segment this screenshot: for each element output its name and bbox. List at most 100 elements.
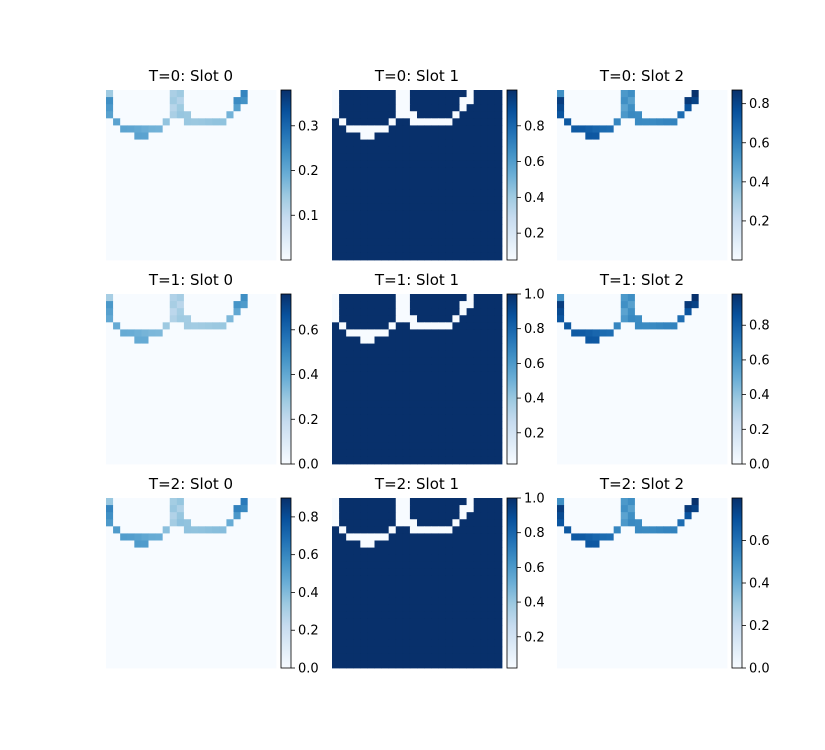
heatmap-cell bbox=[332, 456, 340, 465]
heatmap-cell bbox=[395, 160, 404, 169]
heatmap-cell bbox=[339, 322, 347, 330]
heatmap-cell bbox=[261, 632, 270, 641]
heatmap-cell bbox=[445, 575, 453, 584]
heatmap-cell bbox=[670, 449, 678, 458]
heatmap-cell bbox=[346, 118, 354, 126]
heatmap-cell bbox=[254, 653, 263, 662]
heatmap-cell bbox=[212, 393, 220, 401]
heatmap-cell bbox=[360, 322, 368, 330]
heatmap-cell bbox=[438, 456, 446, 465]
heatmap-cell bbox=[367, 547, 375, 556]
heatmap-cell bbox=[466, 139, 475, 148]
heatmap-cell bbox=[374, 646, 382, 655]
heatmap-cell bbox=[169, 196, 178, 204]
heatmap-cell bbox=[627, 252, 636, 261]
heatmap-cell bbox=[346, 611, 354, 619]
heatmap-cell bbox=[261, 371, 270, 380]
heatmap-cell bbox=[585, 421, 593, 429]
heatmap-cell bbox=[684, 449, 692, 458]
heatmap-cell bbox=[212, 533, 220, 541]
heatmap-cell bbox=[212, 111, 220, 119]
heatmap-cell bbox=[219, 111, 227, 119]
heatmap-cell bbox=[134, 442, 142, 451]
heatmap-cell bbox=[360, 371, 368, 380]
colorbar-tick-label: 0.0 bbox=[298, 458, 319, 473]
heatmap-cell bbox=[226, 217, 234, 225]
heatmap-cell bbox=[205, 203, 213, 211]
heatmap-cell bbox=[388, 189, 397, 197]
heatmap-cell bbox=[698, 146, 707, 155]
heatmap-cell bbox=[634, 568, 643, 577]
heatmap-cell bbox=[712, 421, 721, 429]
heatmap-cell bbox=[670, 540, 678, 548]
heatmap-cell bbox=[106, 533, 114, 541]
heatmap-cell bbox=[592, 449, 600, 458]
heatmap-cell bbox=[198, 456, 206, 465]
heatmap-cell bbox=[480, 160, 489, 169]
heatmap-cell bbox=[585, 139, 593, 148]
heatmap-cell bbox=[254, 252, 263, 261]
heatmap-cell bbox=[226, 632, 234, 641]
heatmap-cell bbox=[719, 245, 728, 254]
heatmap-cell bbox=[261, 583, 270, 591]
heatmap-cell bbox=[113, 203, 121, 211]
heatmap-cell bbox=[691, 350, 700, 359]
heatmap-cell bbox=[374, 252, 382, 261]
heatmap-cell bbox=[719, 428, 728, 437]
heatmap-cell bbox=[106, 153, 114, 162]
heatmap-cell bbox=[431, 322, 439, 330]
heatmap-cell bbox=[191, 146, 199, 155]
heatmap-cell bbox=[205, 512, 213, 520]
heatmap-cell bbox=[656, 175, 664, 183]
heatmap-cell bbox=[705, 308, 714, 316]
heatmap-cell bbox=[233, 118, 241, 126]
heatmap-cell bbox=[254, 210, 263, 218]
heatmap-cell bbox=[557, 364, 565, 373]
heatmap-cell bbox=[169, 597, 178, 605]
heatmap-cell bbox=[212, 611, 220, 619]
heatmap-cell bbox=[261, 604, 270, 612]
heatmap-cell bbox=[487, 153, 496, 162]
heatmap-cell bbox=[564, 153, 572, 162]
heatmap-cell bbox=[339, 625, 347, 633]
heatmap-cell bbox=[599, 294, 607, 302]
heatmap-cell bbox=[571, 442, 579, 451]
heatmap-cell bbox=[578, 519, 586, 527]
heatmap-cell bbox=[155, 175, 164, 183]
heatmap-cell bbox=[698, 245, 707, 254]
heatmap-cell bbox=[198, 189, 206, 197]
heatmap-cell bbox=[402, 182, 411, 190]
heatmap-cell bbox=[113, 526, 121, 534]
heatmap-cell bbox=[219, 554, 227, 563]
heatmap-cell bbox=[578, 315, 586, 323]
heatmap-cell bbox=[113, 315, 121, 323]
heatmap-cell bbox=[431, 308, 439, 316]
heatmap-cell bbox=[684, 245, 692, 254]
heatmap-cell bbox=[212, 386, 220, 394]
heatmap-cell bbox=[473, 498, 482, 506]
heatmap-cell bbox=[409, 414, 418, 422]
heatmap-cell bbox=[374, 167, 382, 176]
heatmap-cell bbox=[346, 364, 354, 373]
heatmap-cell bbox=[578, 224, 586, 233]
heatmap-cell bbox=[169, 519, 178, 527]
heatmap-cell bbox=[240, 350, 249, 359]
heatmap-cell bbox=[162, 252, 171, 261]
heatmap-cell bbox=[452, 505, 460, 513]
heatmap-cell bbox=[183, 329, 192, 337]
heatmap-cell bbox=[705, 231, 714, 240]
heatmap-cell bbox=[360, 428, 368, 437]
heatmap-cell bbox=[395, 407, 404, 415]
heatmap-cell bbox=[127, 203, 135, 211]
heatmap-cell bbox=[134, 308, 142, 316]
heatmap-cell bbox=[564, 125, 572, 133]
heatmap-cell bbox=[402, 294, 411, 302]
heatmap-cell bbox=[620, 217, 629, 225]
heatmap-cell bbox=[494, 357, 503, 366]
heatmap-cell bbox=[634, 196, 643, 204]
heatmap-cell bbox=[360, 646, 368, 655]
heatmap-cell bbox=[606, 90, 615, 98]
heatmap-cell bbox=[191, 125, 199, 133]
heatmap-cell bbox=[191, 512, 199, 520]
heatmap-cell bbox=[438, 653, 446, 662]
